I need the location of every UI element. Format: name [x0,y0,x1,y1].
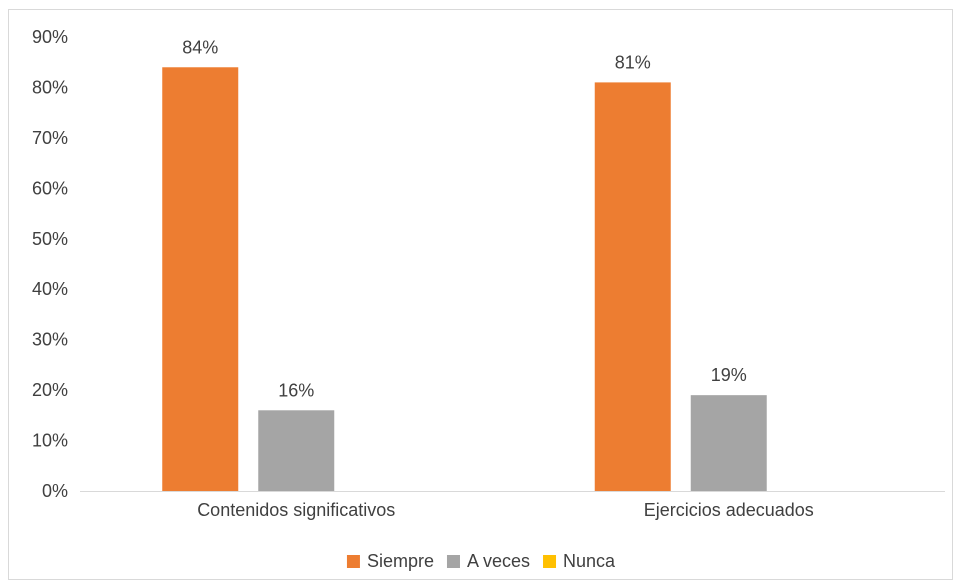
y-tick-label: 30% [32,330,68,350]
y-tick-label: 10% [32,431,68,451]
y-tick-label: 70% [32,128,68,148]
legend-label: A veces [467,551,530,571]
y-tick-label: 40% [32,279,68,299]
legend: Siempre A veces Nunca [346,551,616,571]
bar-a-veces [690,395,767,491]
bar-a-veces [258,410,335,491]
data-label: 19% [711,365,747,385]
bars [162,67,767,492]
y-tick-label: 90% [32,27,68,47]
data-label: 81% [615,52,651,72]
y-tick-label: 80% [32,77,68,97]
x-category-label: Ejercicios adecuados [644,500,814,520]
y-tick-label: 0% [42,481,68,501]
data-labels: 84% 16% 81% 19% [182,37,747,400]
y-tick-label: 20% [32,380,68,400]
data-label: 84% [182,37,218,57]
legend-swatch-nunca [543,555,557,568]
y-tick-label: 60% [32,178,68,198]
legend-label: Nunca [563,551,616,571]
data-label: 16% [278,380,314,400]
y-axis: 0% 10% 20% 30% 40% 50% 60% 70% 80% 90% [32,27,68,501]
legend-swatch-a-veces [446,555,460,568]
x-axis: Contenidos significativos Ejercicios adec… [80,491,945,520]
x-category-label: Contenidos significativos [197,500,395,520]
bar-siempre [162,67,239,492]
legend-label: Siempre [367,551,434,571]
bar-siempre [594,82,671,492]
legend-swatch-siempre [346,555,360,568]
y-tick-label: 50% [32,229,68,249]
